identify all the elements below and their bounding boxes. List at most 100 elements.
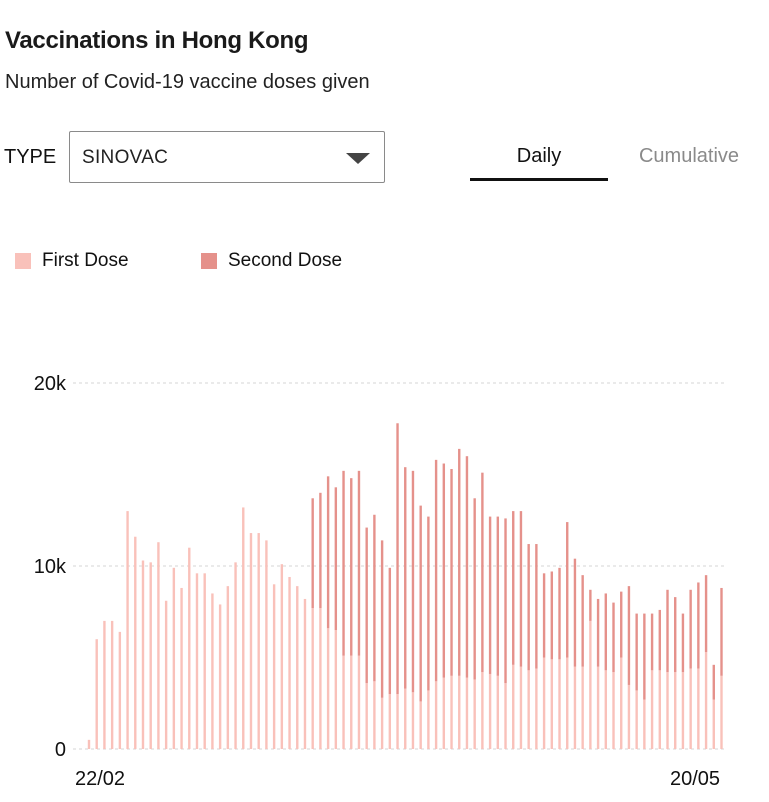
bar-first-dose [404, 688, 407, 749]
bar-first-dose [164, 600, 168, 749]
bar-first-dose [311, 608, 314, 749]
vaccine-type-value: SINOVAC [82, 147, 169, 168]
bar-first-dose [234, 562, 237, 749]
bar-first-dose [211, 593, 214, 749]
bar-first-dose [157, 542, 160, 749]
bar-second-dose [404, 467, 407, 689]
bar-first-dose [118, 631, 122, 749]
bar-first-dose [473, 679, 476, 749]
bar-second-dose [566, 522, 569, 658]
bar-first-dose [180, 587, 183, 749]
bar-first-dose [203, 573, 206, 749]
bar-second-dose [512, 511, 515, 665]
tab-daily[interactable]: Daily [470, 145, 608, 181]
bar-first-dose [681, 672, 685, 749]
bar-second-dose [427, 516, 430, 691]
bar-first-dose [427, 690, 430, 749]
bar-first-dose [604, 670, 607, 749]
x-tick-label: 20/05 [670, 768, 720, 790]
bar-first-dose [566, 657, 569, 749]
bar-second-dose [488, 516, 492, 674]
bar-first-dose [380, 697, 384, 749]
bar-first-dose [712, 699, 715, 749]
bar-second-dose [442, 463, 446, 678]
bar-first-dose [172, 567, 176, 749]
bar-first-dose [396, 694, 399, 749]
bar-second-dose [326, 476, 330, 629]
bar-first-dose [512, 664, 515, 749]
bar-second-dose [450, 469, 453, 676]
bar-first-dose [95, 639, 98, 749]
bar-second-dose [527, 544, 530, 671]
active-tab-underline [470, 178, 608, 181]
bar-first-dose [465, 677, 469, 749]
bar-second-dose [643, 613, 646, 700]
bar-second-dose [589, 589, 592, 621]
vaccine-type-select[interactable]: SINOVAC [69, 131, 385, 183]
bar-second-dose [380, 540, 384, 698]
bar-first-dose [450, 675, 453, 749]
bar-first-dose [373, 681, 376, 749]
bar-second-dose [419, 505, 422, 702]
bar-first-dose [704, 652, 708, 749]
bar-first-dose [458, 675, 461, 749]
bar-first-dose [388, 694, 392, 749]
bar-first-dose [504, 683, 507, 749]
bar-second-dose [550, 571, 554, 660]
bar-first-dose [535, 668, 538, 749]
bar-first-dose [296, 586, 299, 749]
bar-first-dose [627, 684, 631, 749]
bar-first-dose [87, 739, 91, 749]
bar-second-dose [681, 613, 685, 673]
bar-first-dose [496, 675, 500, 749]
bar-first-dose [596, 666, 600, 749]
bar-second-dose [481, 472, 484, 673]
bar-second-dose [666, 589, 669, 673]
bar-second-dose [627, 586, 631, 685]
bar-first-dose [365, 683, 368, 749]
x-tick-label: 22/02 [75, 768, 125, 790]
type-label: TYPE [4, 146, 57, 168]
legend-label-first-dose: First Dose [42, 250, 129, 271]
bar-second-dose [542, 573, 546, 658]
bar-second-dose [689, 589, 692, 669]
bar-first-dose [434, 681, 438, 749]
chart-subtitle: Number of Covid-19 vaccine doses given [5, 71, 370, 93]
tab-cumulative[interactable]: Cumulative [624, 145, 754, 168]
bar-second-dose [350, 478, 353, 656]
bar-first-dose [658, 670, 661, 749]
bar-first-dose [419, 701, 422, 749]
bar-second-dose [697, 582, 700, 669]
bar-first-dose [612, 672, 615, 749]
bar-first-dose [442, 677, 446, 749]
y-tick-label: 0 [55, 739, 66, 761]
bar-first-dose [357, 655, 361, 749]
bar-second-dose [720, 587, 723, 676]
bar-first-dose [689, 668, 692, 749]
bar-first-dose [650, 670, 654, 749]
legend-item-second-dose: Second Dose [201, 250, 342, 272]
bar-first-dose [550, 659, 554, 749]
bar-second-dose [604, 593, 607, 671]
bar-second-dose [342, 470, 345, 656]
bar-first-dose [141, 560, 145, 749]
bar-second-dose [458, 448, 461, 676]
bar-first-dose [126, 511, 129, 749]
bar-first-dose [542, 657, 546, 749]
bar-first-dose [272, 584, 276, 749]
y-tick-label: 20k [34, 373, 67, 395]
bar-first-dose [288, 576, 291, 749]
bar-second-dose [434, 459, 438, 682]
bar-second-dose [535, 544, 538, 669]
bar-second-dose [411, 470, 415, 693]
bar-second-dose [704, 575, 708, 653]
bar-second-dose [365, 527, 368, 684]
bar-first-dose [527, 670, 530, 749]
bar-second-dose [558, 567, 561, 660]
bar-first-dose [303, 598, 307, 749]
bar-second-dose [620, 591, 623, 658]
bar-first-dose [411, 692, 415, 749]
bar-first-dose [134, 536, 137, 749]
bar-first-dose [581, 666, 584, 749]
bar-first-dose [643, 699, 646, 749]
